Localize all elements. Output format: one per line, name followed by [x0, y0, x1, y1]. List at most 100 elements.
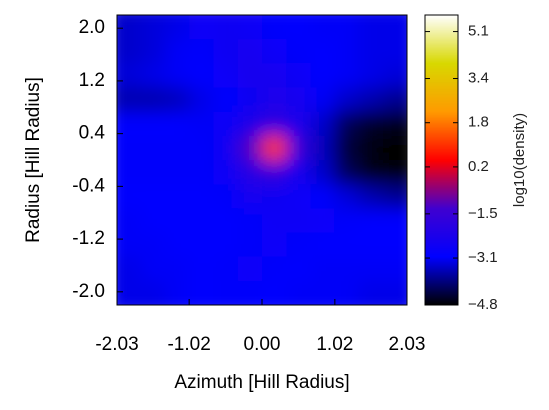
- heatmap-cell: [358, 15, 384, 40]
- heatmap-cell: [262, 280, 287, 305]
- colorbar-slice: [425, 119, 458, 121]
- colorbar-slice: [425, 299, 458, 301]
- colorbar-slice: [425, 22, 458, 24]
- y-tick-label: -2.0: [72, 281, 105, 302]
- heatmap-cell: [382, 160, 407, 185]
- heatmap-cell: [286, 232, 312, 258]
- heatmap-cell: [262, 87, 287, 113]
- colorbar-slice: [425, 242, 458, 244]
- colorbar-slice: [425, 280, 458, 282]
- colorbar-slice: [425, 292, 458, 294]
- colorbar-slice: [425, 268, 458, 270]
- heatmap-cell: [213, 256, 239, 282]
- colorbar-slice: [425, 208, 458, 210]
- colorbar-slice: [425, 58, 458, 60]
- colorbar-slice: [425, 213, 458, 215]
- colorbar-tick-label: 1.8: [468, 114, 489, 131]
- colorbar-slice: [425, 164, 458, 166]
- heatmap-cell: [213, 39, 239, 64]
- heatmap-cell: [310, 208, 336, 234]
- colorbar-slice: [425, 228, 458, 230]
- heatmap-cell: [262, 256, 287, 282]
- heatmap-cell: [213, 135, 239, 161]
- colorbar-slice: [425, 211, 458, 213]
- colorbar-slice: [425, 297, 458, 299]
- heatmap-cell: [310, 87, 336, 113]
- colorbar-slice: [425, 147, 458, 149]
- heatmap-cell: [286, 160, 312, 185]
- colorbar-slice: [425, 47, 458, 49]
- colorbar-slice: [425, 36, 458, 38]
- heatmap-cell: [141, 15, 167, 40]
- colorbar-slice: [425, 72, 458, 74]
- colorbar-slice: [425, 293, 458, 295]
- heatmap-cell: [165, 232, 191, 258]
- colorbar-slice: [425, 24, 458, 26]
- colorbar-slice: [425, 136, 458, 138]
- colorbar-slice: [425, 38, 458, 40]
- colorbar-slice: [425, 95, 458, 97]
- heatmap-cell: [117, 15, 142, 40]
- heatmap-cell: [382, 184, 407, 209]
- colorbar-slice: [425, 105, 458, 107]
- colorbar-slice: [425, 245, 458, 247]
- heatmap-cell: [165, 39, 191, 64]
- colorbar-slice: [425, 172, 458, 174]
- colorbar-slice: [425, 135, 458, 137]
- colorbar-slice: [425, 78, 458, 80]
- heatmap-cell: [189, 280, 214, 305]
- heatmap-cell: [286, 184, 312, 209]
- y-tick-label: 0.4: [79, 123, 106, 144]
- colorbar-slice: [425, 43, 458, 45]
- colorbar-slice: [425, 121, 458, 123]
- colorbar-slice: [425, 214, 458, 216]
- colorbar-slice: [425, 296, 458, 298]
- colorbar-slice: [425, 204, 458, 206]
- heatmap-cell: [262, 184, 287, 209]
- heatmap-cell: [213, 280, 239, 305]
- colorbar-slice: [425, 50, 458, 52]
- colorbar-slice: [425, 55, 458, 57]
- colorbar-slice: [425, 27, 458, 29]
- heatmap-cell: [237, 280, 263, 305]
- colorbar-slice: [425, 17, 458, 19]
- x-tick-label: 1.02: [316, 334, 353, 355]
- colorbar-tick-label: 3.4: [468, 69, 489, 86]
- colorbar-slice: [425, 39, 458, 41]
- colorbar-slice: [425, 64, 458, 66]
- heatmap-cell: [141, 208, 167, 234]
- colorbar-slice: [425, 65, 458, 67]
- colorbar-slice: [425, 276, 458, 278]
- colorbar-slice: [425, 67, 458, 69]
- heatmap-cell: [262, 63, 287, 89]
- x-tick-label: 0.00: [244, 334, 281, 355]
- colorbar-slice: [425, 84, 458, 86]
- colorbar-slice: [425, 156, 458, 158]
- colorbar-slice: [425, 19, 458, 21]
- colorbar-slice: [425, 303, 458, 305]
- colorbar-slice: [425, 160, 458, 162]
- heatmap-cell: [213, 232, 239, 258]
- colorbar-slice: [425, 167, 458, 169]
- heatmap-cell: [213, 87, 239, 113]
- colorbar-slice: [425, 101, 458, 103]
- heatmap-cell: [358, 111, 384, 137]
- heatmap-cell: [117, 63, 142, 89]
- heatmap-cell: [382, 111, 407, 137]
- heatmap-cell: [237, 63, 263, 89]
- heatmap-cell: [165, 111, 191, 137]
- heatmap-cell: [165, 208, 191, 234]
- heatmap-cell: [189, 256, 214, 282]
- colorbar-slice: [425, 247, 458, 249]
- colorbar-slice: [425, 281, 458, 283]
- heatmap-cell: [262, 160, 287, 185]
- colorbar-slice: [425, 77, 458, 79]
- colorbar-slice: [425, 270, 458, 272]
- colorbar-slice: [425, 236, 458, 238]
- heatmap-cell: [189, 135, 214, 161]
- heatmap-cell: [310, 160, 336, 185]
- colorbar-slice: [425, 233, 458, 235]
- heatmap-cell: [237, 39, 263, 64]
- colorbar-slice: [425, 300, 458, 302]
